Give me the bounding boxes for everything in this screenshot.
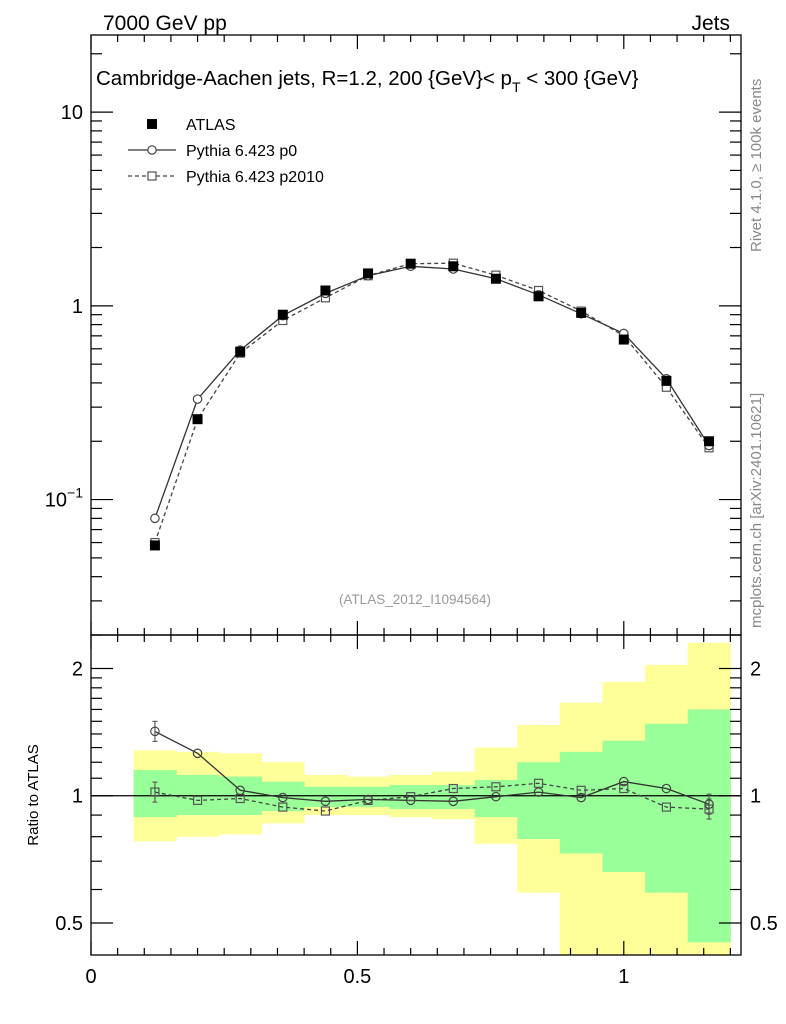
x-tick-label-1: 0.5: [343, 966, 371, 988]
upper-ytick-label-2: 10: [61, 102, 83, 124]
upper-ytick-label-exp: −1: [67, 485, 83, 501]
ratio-point-pythia-p0-10: [576, 792, 586, 803]
ratio-ytick-label-left-1: 1: [72, 786, 83, 808]
green-band-10: [559, 751, 603, 854]
ratio-point-pythia-p2010-10: [576, 785, 586, 795]
ratio-point-pythia-p0-11: [618, 776, 629, 787]
ratio-point-pythia-p0-8: [491, 791, 501, 802]
ratio-point-pythia-p2010-11: [619, 783, 629, 794]
ratio-point-pythia-p0-4: [320, 796, 331, 807]
upper-panel: ATLAS Pythia 6.423 p0 Pythia 6.423 p2010: [128, 117, 715, 551]
line-pythia-p0: [154, 265, 710, 519]
header-energy-label: 7000 GeV pp: [103, 12, 227, 35]
ratio-point-pythia-p0-9: [533, 787, 544, 797]
green-band-13: [687, 709, 731, 943]
x-tick-label-2: 1: [618, 966, 629, 988]
ratio-point-pythia-p0-2: [235, 785, 245, 796]
analysis-watermark: (ATLAS_2012_I1094564): [339, 592, 491, 607]
rivet-version-label: Rivet 4.1.0, ≥ 100k events: [748, 79, 765, 252]
ratio-point-pythia-p2010-8: [491, 782, 501, 792]
ratio-point-pythia-p2010-6: [406, 792, 416, 802]
ratio-ytick-label-left-0: 0.5: [55, 913, 83, 935]
ratio-ytick-label-right-2: 2: [750, 658, 761, 680]
point-atlas-2: [235, 346, 246, 357]
ratio-frame: [90, 634, 742, 956]
chart-title-main: Cambridge-Aachen jets, R=1.2, 200 {GeV}<…: [96, 67, 512, 90]
ratio-point-pythia-p2010-1: [192, 795, 203, 805]
ratio-line-pythia-p2010: [154, 782, 710, 812]
ratio-point-pythia-p2010-3: [278, 802, 288, 812]
point-atlas-3: [277, 309, 288, 320]
chart-title-subscript: T: [512, 79, 521, 95]
ratio-point-pythia-p0-12: [661, 783, 672, 794]
point-atlas-8: [490, 273, 501, 284]
point-pythia-p0-1: [192, 394, 203, 404]
ratio-point-pythia-p2010-13: [704, 804, 714, 814]
ratio-point-pythia-p2010-0: [150, 787, 160, 797]
chart-title-tail: < 300 {GeV}: [521, 67, 639, 90]
point-atlas-9: [533, 291, 544, 302]
legend-item-1: Pythia 6.423 p0: [128, 143, 297, 160]
point-atlas-10: [576, 307, 587, 318]
point-atlas-0: [149, 540, 160, 551]
point-atlas-6: [405, 258, 416, 269]
ratio-point-pythia-p0-0: [150, 726, 160, 737]
chart-title: Cambridge-Aachen jets, R=1.2, 200 {GeV}<…: [96, 67, 639, 95]
line-pythia-p2010: [154, 262, 710, 543]
point-atlas-12: [661, 375, 672, 386]
legend-label-1: Pythia 6.423 p0: [186, 143, 297, 160]
point-atlas-5: [363, 268, 374, 279]
point-atlas-13: [704, 436, 715, 447]
ratio-point-pythia-p2010-7: [448, 783, 458, 794]
ratio-point-pythia-p0-5: [363, 794, 373, 805]
upper-ytick-label-0: 10−1: [45, 485, 83, 512]
legend-item-0: ATLAS: [147, 117, 236, 134]
green-band-1: [176, 774, 220, 816]
ratio-ytick-label-right-1: 1: [750, 786, 761, 808]
legend-label-2: Pythia 6.423 p2010: [186, 169, 324, 186]
ratio-line-pythia-p0: [154, 730, 710, 805]
ratio-ylabel: Ratio to ATLAS: [25, 744, 42, 845]
upper-ytick-label-1: 1: [72, 296, 83, 318]
ratio-point-pythia-p2010-4: [320, 806, 331, 816]
ratio-point-pythia-p0-3: [278, 792, 288, 803]
legend-item-2: Pythia 6.423 p2010: [128, 169, 324, 186]
ratio-ytick-label-left-2: 2: [72, 658, 83, 680]
green-band-9: [517, 762, 561, 840]
legend-label-0: ATLAS: [186, 117, 236, 134]
ratio-point-pythia-p0-1: [192, 748, 203, 759]
ratio-point-pythia-p2010-12: [661, 802, 672, 812]
ratio-point-pythia-p0-6: [405, 795, 416, 806]
legend-marker-0: [147, 119, 157, 129]
legend-marker-2: [147, 171, 157, 181]
ratio-point-pythia-p0-7: [448, 796, 459, 807]
green-band-11: [602, 740, 646, 873]
legend-marker-1: [147, 145, 157, 155]
point-atlas-1: [192, 414, 203, 425]
point-pythia-p0-0: [150, 513, 160, 524]
point-atlas-7: [448, 261, 459, 272]
ratio-bands: [133, 642, 731, 955]
point-atlas-11: [618, 334, 629, 345]
ratio-point-pythia-p0-13: [704, 799, 714, 809]
ratio-ytick-label-right-0: 0.5: [750, 913, 778, 935]
mcplots-label: mcplots.cern.ch [arXiv:2401.10621]: [748, 393, 765, 628]
legend: ATLAS Pythia 6.423 p0 Pythia 6.423 p2010: [128, 117, 324, 186]
x-tick-label-0: 0: [85, 966, 96, 988]
ratio-panel: [91, 720, 741, 820]
upper-ytick-label-base: 10: [45, 490, 67, 512]
header-category-label: Jets: [691, 12, 730, 35]
point-atlas-4: [320, 285, 331, 296]
